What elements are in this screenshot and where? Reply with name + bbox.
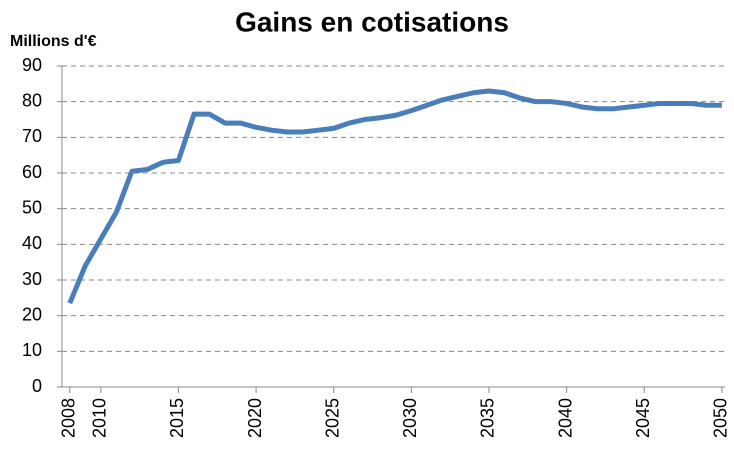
x-tick-label: 2030 [400,398,420,438]
x-tick-label: 2020 [245,398,265,438]
y-tick-label: 30 [22,269,42,289]
x-tick-label: 2008 [59,398,79,438]
y-tick-label: 20 [22,304,42,324]
x-tick-label: 2045 [633,398,653,438]
y-tick-label: 10 [22,340,42,360]
x-tick-label: 2025 [322,398,342,438]
y-tick-label: 50 [22,197,42,217]
y-tick-label: 80 [22,90,42,110]
y-tick-label: 40 [22,233,42,253]
y-tick-label: 90 [22,55,42,75]
y-tick-label: 70 [22,126,42,146]
x-tick-label: 2010 [90,398,110,438]
x-tick-label: 2035 [478,398,498,438]
x-tick-label: 2015 [167,398,187,438]
y-tick-label: 0 [32,376,42,396]
data-line [67,88,722,305]
chart-title: Gains en cotisations [235,6,509,37]
x-tick-label: 2050 [711,398,731,438]
y-axis-label: Millions d'€ [10,33,97,50]
x-tick-label: 2040 [555,398,575,438]
y-tick-label: 60 [22,162,42,182]
